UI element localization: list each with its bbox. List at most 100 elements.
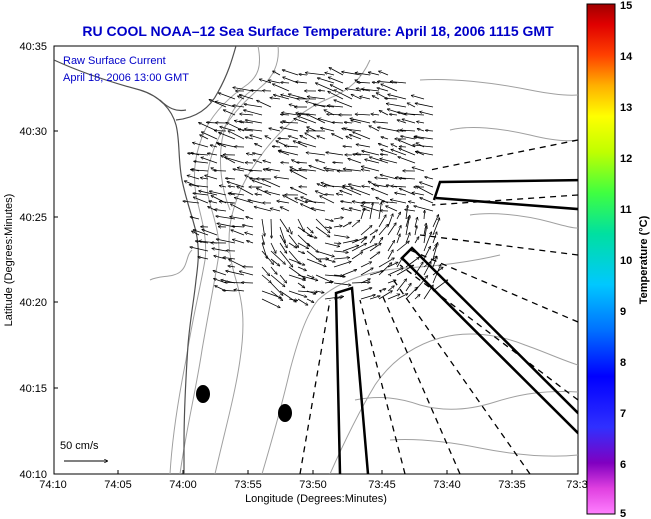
current-vector <box>272 146 281 147</box>
x-tick-labels: 74:10 74:05 74:00 73:55 73:50 73:45 73:4… <box>39 479 587 491</box>
plot-frame <box>53 45 579 475</box>
current-vector <box>342 245 359 252</box>
current-vector <box>362 202 380 203</box>
current-vector <box>305 73 326 76</box>
current-vector <box>315 291 324 293</box>
buoy-marker <box>196 385 210 403</box>
current-vector <box>405 257 420 268</box>
current-vector <box>378 215 387 228</box>
current-vector <box>342 221 352 228</box>
current-vector <box>279 218 290 232</box>
current-vector <box>318 90 326 91</box>
y-tick-label: 40:35 <box>19 41 47 53</box>
x-axis-label: Longitude (Degrees:Minutes) <box>245 493 387 505</box>
current-vector <box>261 298 280 309</box>
current-vector <box>425 130 434 131</box>
current-vector <box>227 182 245 188</box>
current-vector <box>215 101 236 108</box>
current-vector <box>415 152 434 156</box>
current-vector <box>281 113 299 116</box>
current-vector <box>201 132 218 140</box>
current-vector <box>405 205 408 220</box>
current-vector <box>233 169 245 172</box>
current-vector <box>342 129 362 132</box>
current-vector <box>405 215 410 236</box>
current-vector <box>290 169 308 180</box>
current-vector <box>239 95 254 100</box>
colorbar-tick-label: 11 <box>620 204 632 216</box>
current-vector <box>423 285 434 300</box>
current-vector <box>297 250 305 254</box>
x-tick-label: 73:45 <box>368 479 396 491</box>
current-vector <box>336 194 344 195</box>
current-vector <box>246 241 254 244</box>
current-vector <box>279 274 287 283</box>
current-vector <box>299 169 317 172</box>
current-vector <box>324 282 334 283</box>
colorbar-tick-label: 8 <box>620 357 626 369</box>
current-vector <box>391 143 398 148</box>
current-vector <box>187 153 209 156</box>
current-vector <box>432 280 448 292</box>
radar-sweep-boxes <box>334 178 578 474</box>
current-vector <box>399 148 416 156</box>
current-vector <box>391 149 407 156</box>
current-vector <box>407 102 416 108</box>
colorbar-tick-label: 9 <box>620 306 626 318</box>
colorbar-tick-label: 5 <box>620 508 626 519</box>
current-vector <box>348 158 362 164</box>
current-vector <box>332 162 344 163</box>
current-vector <box>356 144 371 148</box>
current-vector <box>377 127 398 132</box>
current-vector <box>223 257 236 260</box>
current-vector <box>212 248 227 252</box>
current-vector <box>261 234 264 245</box>
current-vector <box>270 266 277 275</box>
current-vector <box>225 282 245 283</box>
current-vector <box>209 201 218 204</box>
current-vector <box>320 128 335 132</box>
current-vector <box>369 243 381 252</box>
current-vector <box>369 271 384 276</box>
colorbar-tick-label: 14 <box>620 51 633 63</box>
current-vector <box>232 105 245 107</box>
current-vector <box>261 274 271 283</box>
current-vector <box>414 294 420 300</box>
current-vector <box>228 258 245 268</box>
scale-vector-label: 50 cm/s <box>60 440 99 452</box>
current-vector <box>374 178 389 179</box>
current-vector <box>355 154 371 155</box>
current-vector <box>324 242 340 247</box>
current-vector <box>351 220 360 228</box>
current-vector <box>239 114 254 115</box>
current-vector <box>361 186 371 187</box>
current-vector <box>263 160 272 164</box>
current-vector <box>363 209 371 212</box>
current-vector <box>333 251 349 253</box>
current-vector <box>271 218 272 239</box>
current-vector <box>361 151 380 156</box>
current-vector <box>298 116 317 124</box>
current-vector <box>210 145 218 147</box>
current-vector <box>244 104 263 108</box>
current-vector <box>371 114 380 115</box>
current-vector <box>318 118 335 124</box>
current-vector <box>388 94 407 100</box>
x-tick-label: 73:3 <box>566 479 587 491</box>
current-vector <box>225 271 245 276</box>
current-vector <box>239 121 254 124</box>
current-vector <box>232 239 245 244</box>
current-vector <box>332 122 344 123</box>
current-vector <box>278 150 299 156</box>
current-vector <box>377 81 398 84</box>
current-vector <box>199 134 209 140</box>
current-vector <box>229 193 245 196</box>
current-vector <box>230 203 245 212</box>
current-vector <box>423 226 427 244</box>
current-vector <box>272 70 281 76</box>
current-vector <box>371 188 389 196</box>
current-vector <box>201 157 218 164</box>
current-vector <box>234 290 245 291</box>
current-vector <box>412 193 425 196</box>
current-vector <box>369 230 378 236</box>
